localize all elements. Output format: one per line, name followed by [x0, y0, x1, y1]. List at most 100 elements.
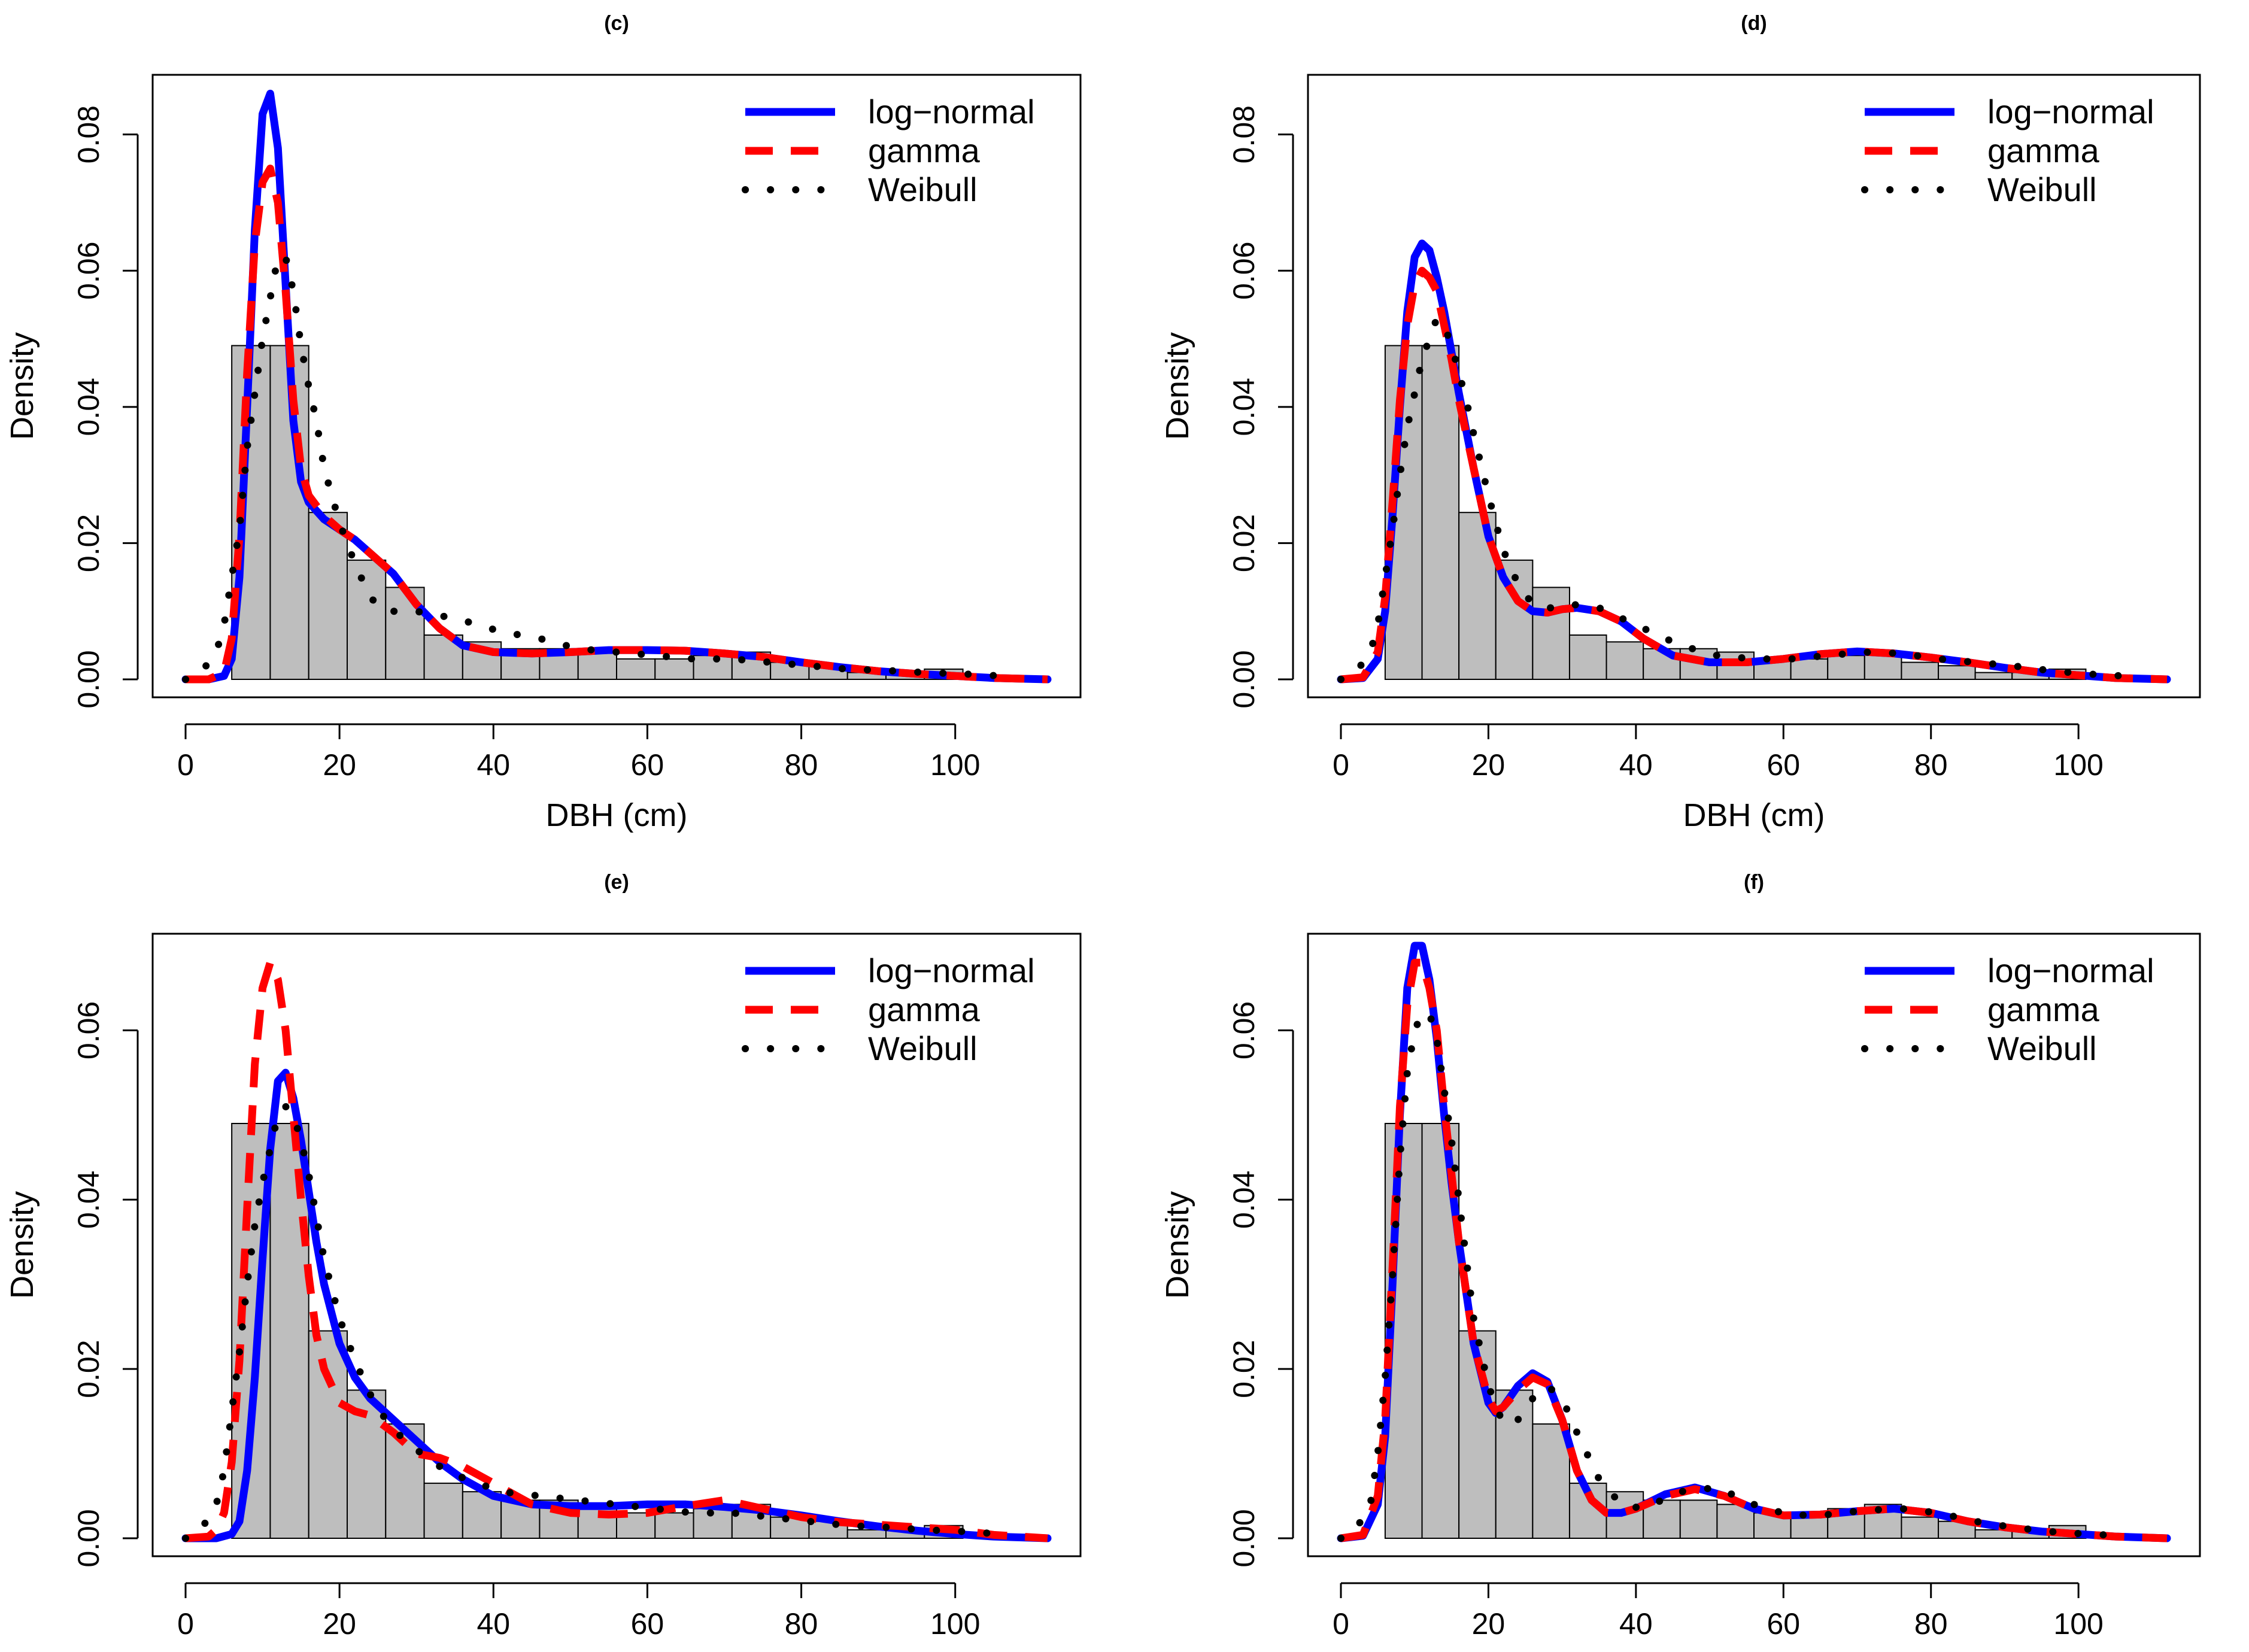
- legend-label: log−normal: [1987, 93, 2154, 130]
- histogram-bar: [654, 658, 694, 680]
- histogram-bar: [1974, 672, 2013, 681]
- histogram-bar: [616, 1512, 656, 1539]
- panel-title: (f): [1744, 871, 1764, 894]
- legend-label: log−normal: [1987, 952, 2154, 989]
- x-tick-label: 0: [177, 1607, 194, 1641]
- x-tick-label: 80: [785, 748, 818, 782]
- y-tick-label: 0.06: [72, 1001, 105, 1059]
- histogram-bar: [1568, 634, 1607, 680]
- histogram-bar: [1901, 1516, 1940, 1539]
- x-axis-label: DBH (cm): [1683, 797, 1825, 833]
- plot-frame: [1307, 933, 2201, 1557]
- histogram-bar: [1901, 661, 1940, 681]
- histogram-bar: [308, 512, 348, 680]
- legend-label: Weibull: [1987, 1030, 2097, 1067]
- x-tick-label: 100: [2053, 1607, 2103, 1641]
- histogram-bar: [616, 658, 656, 680]
- y-axis-label: Density: [4, 1191, 40, 1299]
- histogram-bar: [423, 1483, 463, 1539]
- histogram-bar: [1679, 1499, 1718, 1539]
- legend-label: log−normal: [868, 93, 1035, 130]
- y-tick-label: 0.06: [72, 242, 105, 300]
- x-tick-label: 60: [1767, 748, 1800, 782]
- legend-label: Weibull: [1987, 171, 2097, 208]
- histogram: [231, 1123, 964, 1539]
- x-tick-label: 20: [323, 1607, 356, 1641]
- histogram-bar: [654, 1512, 694, 1539]
- histogram-bar: [693, 655, 733, 680]
- legend-label: gamma: [1987, 991, 2100, 1028]
- legend-label: gamma: [868, 991, 981, 1028]
- y-axis: 0.00 0.02 0.04 0.06 0.08 Density: [1160, 105, 1294, 709]
- y-tick-label: 0.04: [72, 378, 105, 436]
- y-tick-label: 0.02: [72, 1340, 105, 1398]
- plot-frame: [151, 74, 1082, 699]
- x-tick-label: 0: [1333, 748, 1349, 782]
- x-tick-label: 60: [631, 748, 664, 782]
- panel-title: (d): [1741, 12, 1767, 35]
- x-tick-label: 20: [1472, 1607, 1506, 1641]
- x-tick-label: 40: [1619, 748, 1653, 782]
- series-line-weibull: [182, 1103, 1005, 1542]
- x-tick-label: 80: [1914, 1607, 1948, 1641]
- x-tick-label: 100: [930, 748, 980, 782]
- histogram-bar: [1532, 1423, 1570, 1539]
- y-tick-label: 0.00: [72, 1509, 105, 1567]
- y-tick-label: 0.06: [1227, 1001, 1261, 1059]
- x-tick-label: 0: [177, 748, 194, 782]
- histogram-bar: [846, 1529, 887, 1539]
- x-tick-label: 20: [323, 748, 356, 782]
- histogram-bar: [1790, 658, 1829, 680]
- legend-label: log−normal: [868, 952, 1035, 989]
- histogram-bar: [1532, 587, 1570, 681]
- y-tick-label: 0.02: [72, 514, 105, 572]
- histogram-bar: [1421, 345, 1460, 680]
- x-tick-label: 100: [2053, 748, 2103, 782]
- legend-label: gamma: [868, 132, 981, 169]
- y-axis: 0.00 0.02 0.04 0.06 Density: [1160, 1001, 1294, 1568]
- histogram-bar: [577, 651, 618, 681]
- x-tick-label: 40: [476, 748, 510, 782]
- y-tick-label: 0.02: [1227, 514, 1261, 572]
- x-tick-label: 40: [1619, 1607, 1653, 1641]
- y-axis: 0.00 0.02 0.04 0.06 0.08 Density: [4, 105, 139, 709]
- y-tick-label: 0.04: [72, 1171, 105, 1229]
- x-tick-label: 60: [1767, 1607, 1800, 1641]
- y-tick-label: 0.00: [1227, 650, 1261, 708]
- x-tick-label: 60: [631, 1607, 664, 1641]
- histogram-bar: [1384, 1123, 1423, 1539]
- histogram: [1384, 345, 2087, 681]
- legend-label: gamma: [1987, 132, 2100, 169]
- histogram-bar: [1827, 655, 1865, 680]
- x-tick-label: 0: [1333, 1607, 1349, 1641]
- x-tick-label: 40: [476, 1607, 510, 1641]
- histogram-bar: [308, 1330, 348, 1539]
- y-axis-label: Density: [1160, 1191, 1195, 1299]
- histogram: [231, 345, 964, 681]
- plot-frame: [1307, 74, 2201, 699]
- y-tick-label: 0.00: [1227, 1509, 1261, 1567]
- histogram-bar: [577, 1504, 618, 1539]
- legend-label: Weibull: [868, 1030, 978, 1067]
- panel-title: (c): [604, 12, 629, 35]
- histogram-bar: [347, 559, 387, 680]
- series-line-gamma: [185, 958, 1048, 1542]
- y-tick-label: 0.08: [1227, 105, 1261, 163]
- y-tick-label: 0.00: [72, 650, 105, 708]
- x-tick-label: 80: [785, 1607, 818, 1641]
- y-tick-label: 0.08: [72, 105, 105, 163]
- y-axis-label: Density: [1160, 332, 1195, 440]
- y-axis: 0.00 0.02 0.04 0.06 Density: [4, 1001, 139, 1568]
- y-tick-label: 0.02: [1227, 1340, 1261, 1398]
- x-tick-label: 20: [1472, 748, 1506, 782]
